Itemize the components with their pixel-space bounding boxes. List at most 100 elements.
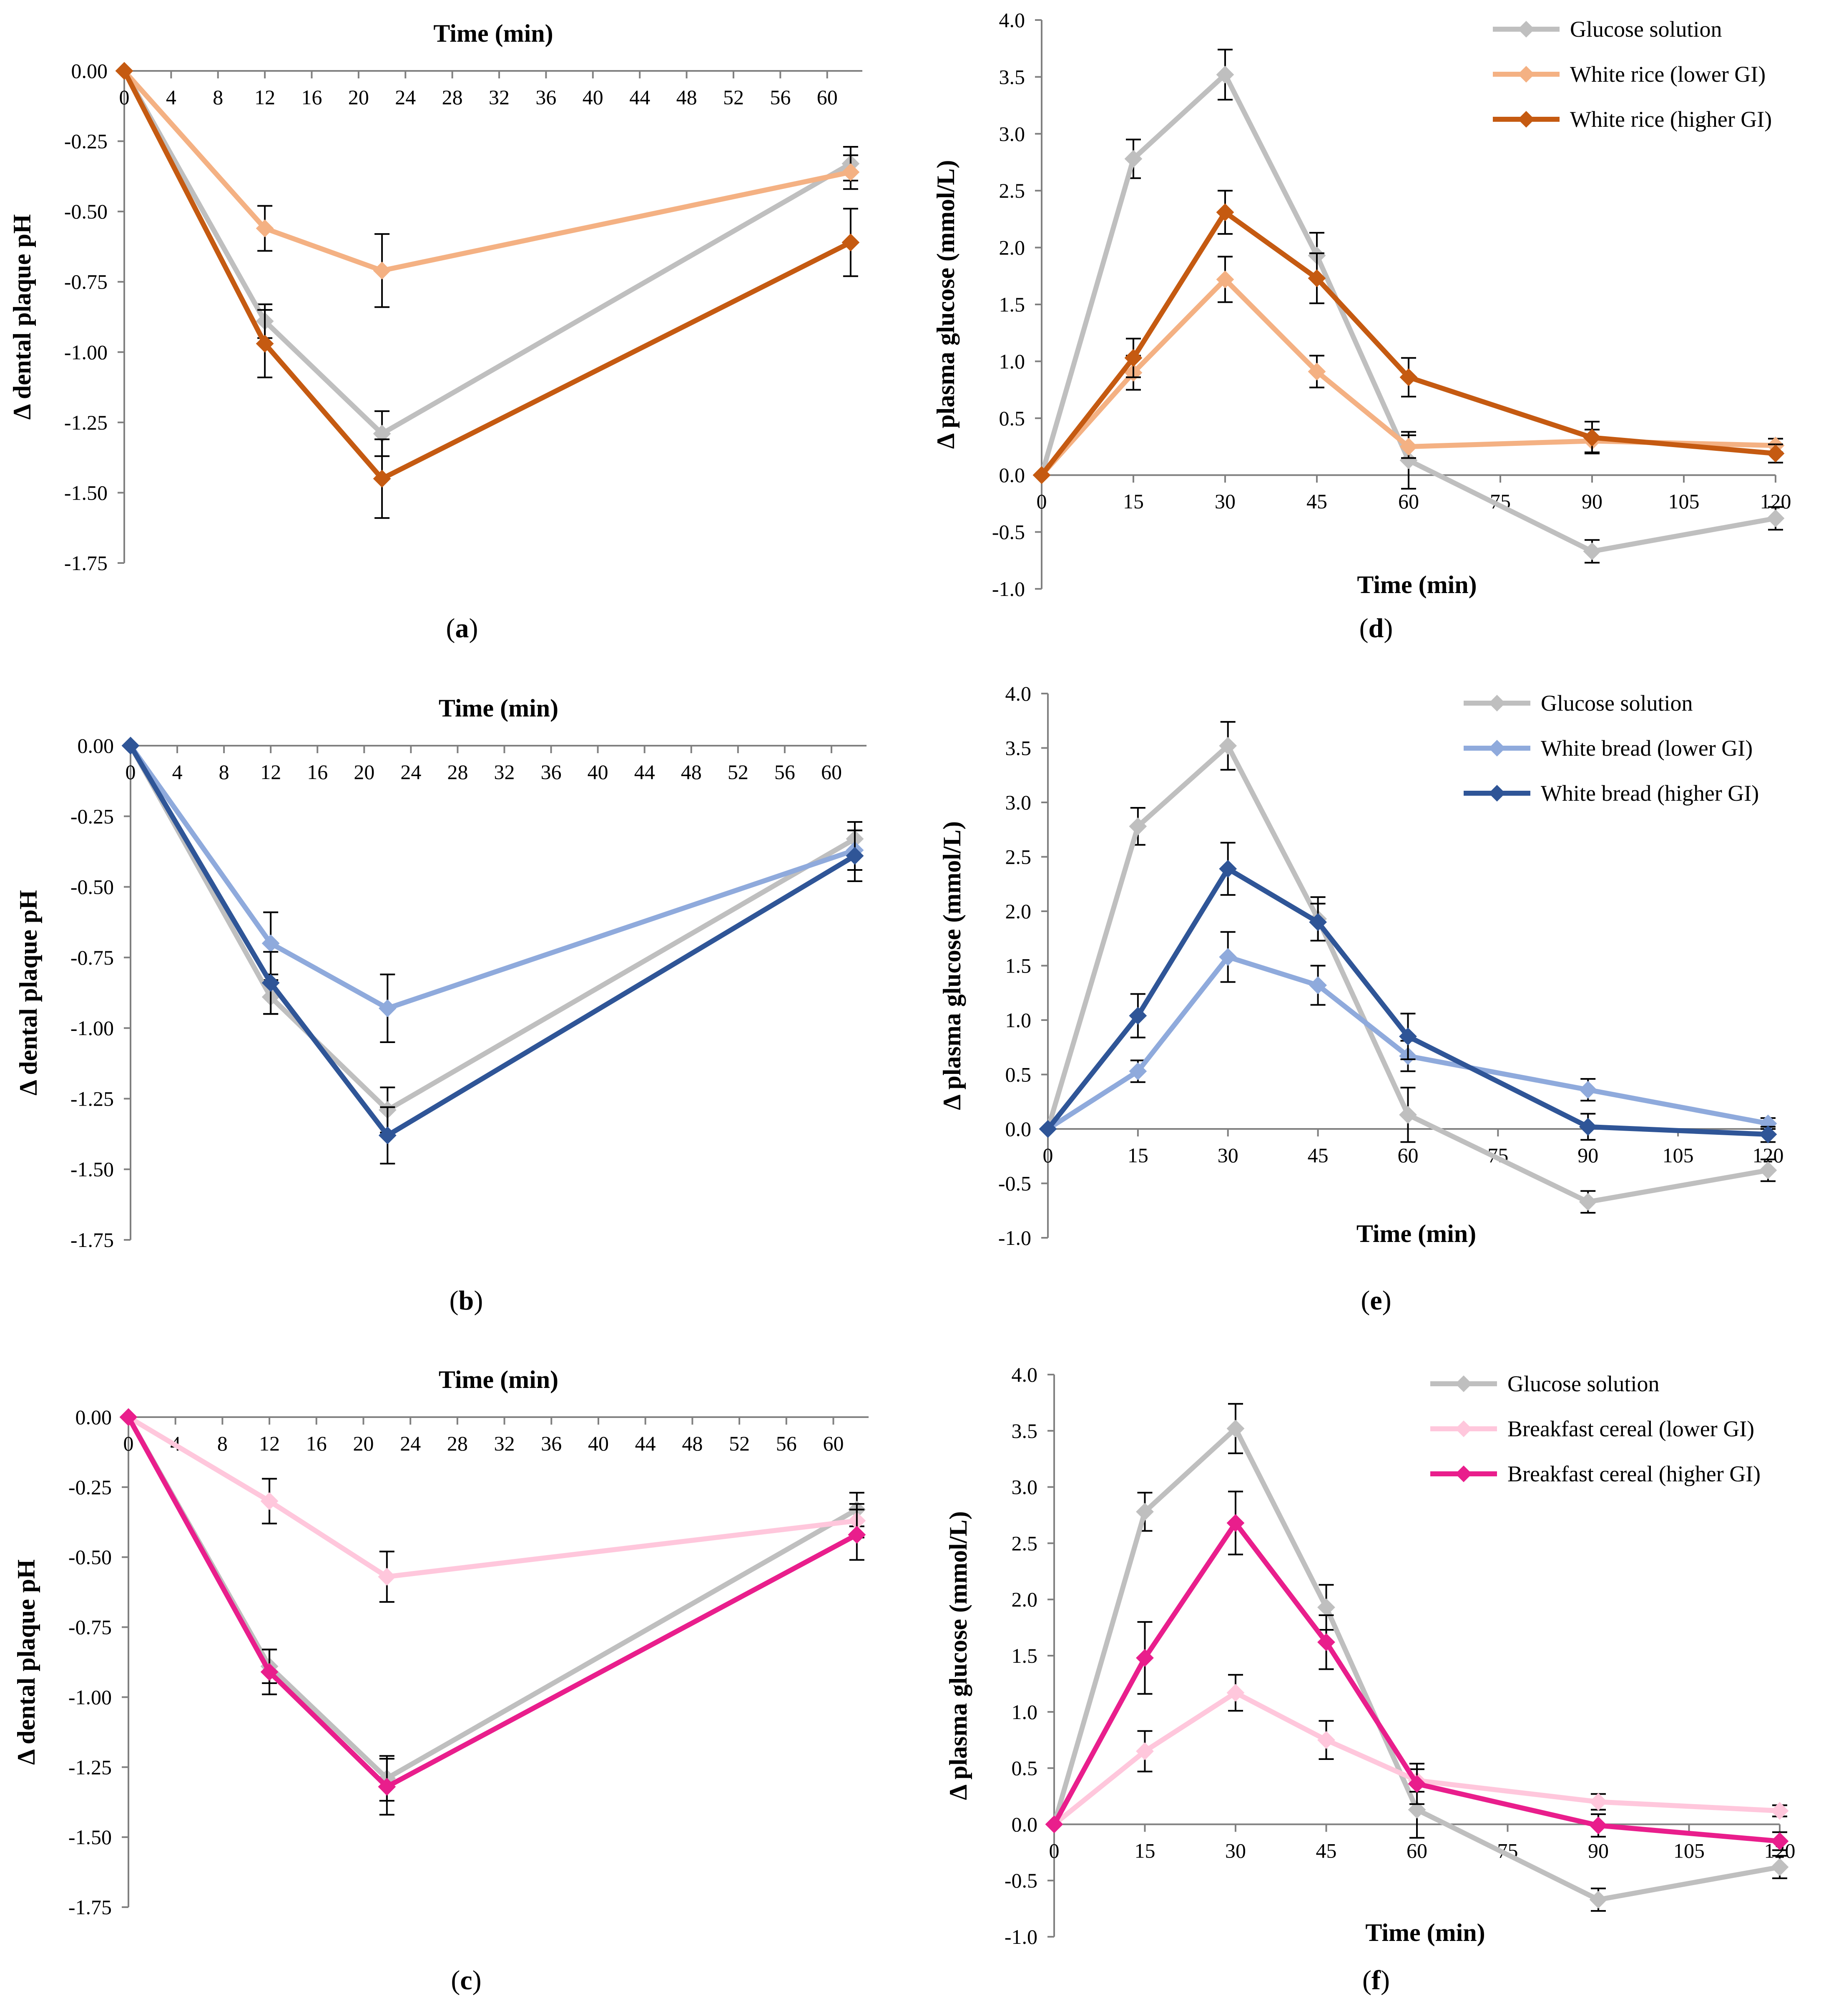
series-rice_higher (1032, 190, 1785, 484)
caption-letter: e (1370, 1285, 1382, 1316)
y-tick-label: 2.0 (1005, 900, 1032, 923)
x-tick-label: 44 (635, 1432, 656, 1455)
y-tick-label: -1.50 (68, 1825, 112, 1849)
y-tick-label: -0.75 (68, 1616, 112, 1639)
data-point (1759, 1161, 1777, 1179)
data-point (1039, 1120, 1057, 1138)
x-tick-label: 60 (821, 760, 842, 784)
y-tick-label: 3.0 (999, 122, 1025, 146)
data-point (1583, 428, 1601, 447)
data-point (1408, 1800, 1426, 1819)
x-tick-label: 56 (774, 760, 795, 784)
data-point (848, 1526, 866, 1544)
data-point (1308, 362, 1326, 381)
legend: Glucose solution Breakfast cereal (lower … (1430, 1371, 1761, 1486)
x-tick-label: 40 (583, 85, 603, 109)
data-point (378, 1777, 396, 1796)
y-tick-label: -0.5 (992, 520, 1025, 544)
y-tick-label: -0.5 (998, 1172, 1031, 1195)
data-point (260, 1663, 279, 1681)
data-point (121, 737, 140, 755)
y-tick-label: 2.5 (999, 179, 1025, 202)
data-point (1317, 1633, 1335, 1652)
series-line (126, 1415, 859, 1579)
x-tick-label: 8 (213, 85, 223, 109)
y-tick-label: 3.0 (1005, 791, 1032, 814)
x-tick-label: 16 (306, 1432, 327, 1455)
series-line (122, 68, 853, 481)
x-tick-label: 0 (1043, 1144, 1053, 1167)
x-tick-label: 90 (1577, 1144, 1598, 1167)
data-point (1589, 1890, 1608, 1909)
y-tick-label: 0.00 (75, 1405, 112, 1429)
data-point (378, 1126, 397, 1144)
data-point (1219, 860, 1237, 878)
x-tick-label: 36 (541, 760, 562, 784)
data-point (1136, 1649, 1154, 1667)
data-point (1226, 1419, 1245, 1438)
y-tick-label: -0.50 (70, 875, 114, 899)
data-point (373, 470, 391, 488)
y-tick-label: 3.5 (1012, 1419, 1038, 1443)
x-tick-label: 45 (1308, 1144, 1329, 1167)
y-tick-label: 2.5 (1005, 845, 1032, 869)
data-point (1219, 948, 1237, 966)
chart-panel-a: 0.00 -0.25 -0.50 -0.75 -1.00 -1.25 -1.50 -1.75 0… (8, 20, 862, 644)
y-tick-label: -0.5 (1005, 1869, 1037, 1892)
legend-swatch-marker (1455, 1465, 1472, 1482)
data-point (1771, 1802, 1789, 1820)
series-rice_higher (115, 62, 860, 519)
x-axis-title: Time (min) (1356, 1220, 1476, 1247)
x-axis-title: Time (min) (439, 694, 558, 722)
y-axis-title: Δ dental plaque pH (15, 890, 42, 1096)
x-tick-label: 28 (447, 1432, 468, 1455)
legend-entry-label: Breakfast cereal (lower GI) (1507, 1416, 1754, 1441)
data-point (1579, 1081, 1597, 1099)
series-line (128, 743, 857, 1138)
series-glucose (115, 62, 860, 457)
legend-entry-label: Glucose solution (1570, 17, 1722, 42)
series-glucose (1045, 1403, 1789, 1912)
y-tick-label: -1.0 (998, 1226, 1031, 1249)
legend-entry-label: White rice (lower GI) (1570, 62, 1766, 87)
y-tick-label: 2.5 (1012, 1531, 1038, 1555)
series-cereal_higher (1045, 1491, 1789, 1851)
y-tick-label: 3.5 (1005, 737, 1032, 760)
series-bread_higher (1039, 842, 1777, 1144)
data-point (115, 62, 133, 80)
x-axis-title: Time (min) (433, 20, 553, 47)
legend-entry-label: Glucose solution (1541, 691, 1693, 716)
data-point (1399, 437, 1418, 456)
data-point (1136, 1503, 1154, 1521)
data-point (1136, 1742, 1154, 1760)
y-axis-title: Δ plasma glucose (mmol/L) (932, 160, 959, 449)
series-line (126, 1415, 859, 1781)
x-tick-label: 4 (172, 760, 183, 784)
x-tick-label: 15 (1123, 490, 1144, 513)
data-point (1124, 349, 1143, 367)
data-point (1045, 1815, 1063, 1833)
y-axis-title: Δ dental plaque pH (13, 1559, 40, 1765)
caption-close-paren: ) (1384, 613, 1393, 644)
data-point (1408, 1775, 1426, 1793)
y-tick-label: -1.50 (70, 1158, 114, 1181)
legend-swatch-marker (1455, 1420, 1472, 1437)
data-point (1766, 444, 1785, 463)
y-tick-label: -0.25 (64, 130, 108, 153)
x-tick-label: 32 (489, 85, 510, 109)
legend: Glucose solution White rice (lower GI) Whi… (1493, 17, 1772, 132)
series-bread_lower (121, 737, 864, 1043)
x-tick-label: 48 (676, 85, 697, 109)
y-tick-label: 0.5 (1012, 1757, 1038, 1780)
x-tick-label: 16 (307, 760, 328, 784)
x-tick-label: 8 (217, 1432, 228, 1455)
legend-swatch-marker (1489, 740, 1505, 757)
x-tick-label: 12 (259, 1432, 280, 1455)
x-tick-label: 52 (723, 85, 744, 109)
y-tick-label: -0.25 (68, 1476, 112, 1499)
legend-entry-label: White rice (higher GI) (1570, 107, 1772, 132)
y-tick-label: -1.75 (68, 1895, 112, 1919)
series-cereal_higher (119, 1408, 866, 1816)
x-tick-label: 28 (447, 760, 468, 784)
data-point (841, 163, 860, 181)
